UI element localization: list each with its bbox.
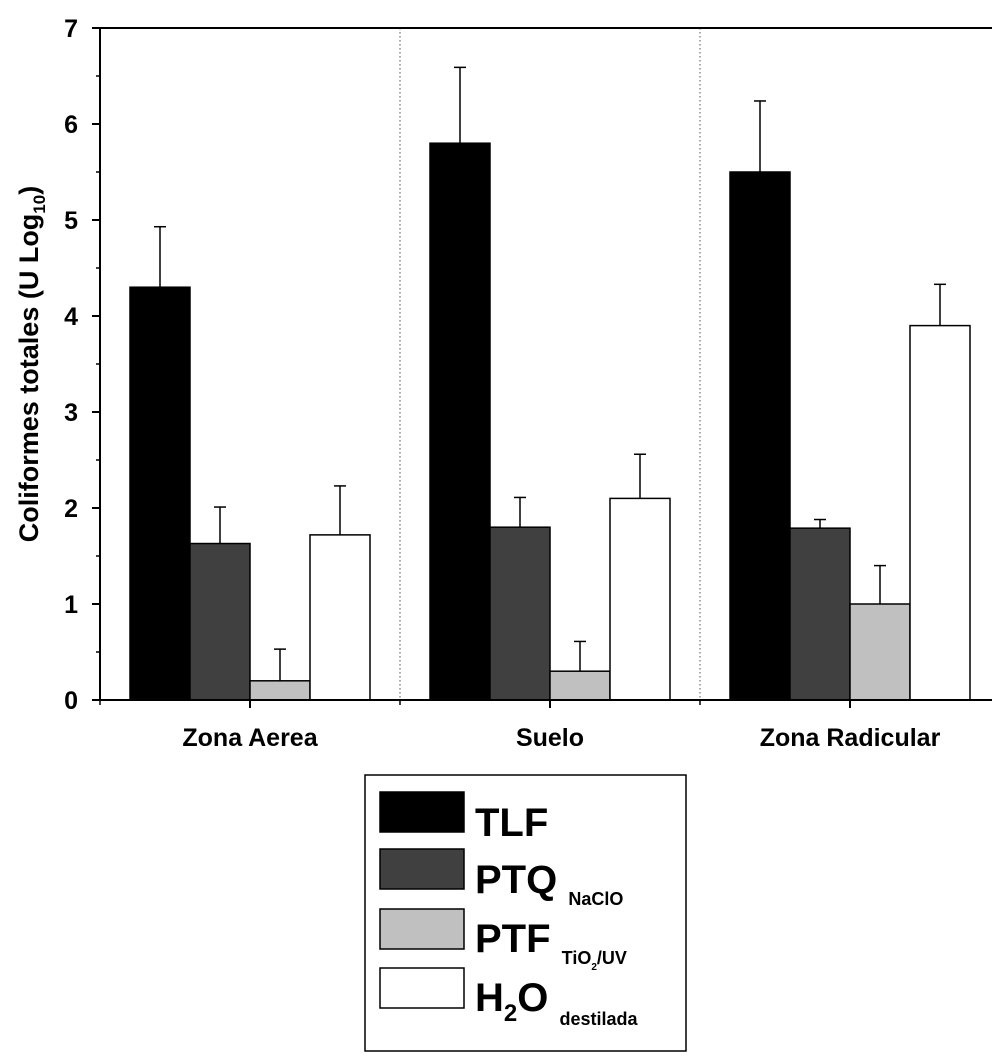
bar <box>429 142 491 701</box>
bar <box>489 526 551 701</box>
y-tick-label: 5 <box>64 207 78 235</box>
legend-label: PTF TiO2/UV <box>475 917 627 973</box>
y-tick-label: 2 <box>64 495 78 523</box>
y-axis-title: Coliformes totales (U Log10) <box>14 186 49 542</box>
legend-swatch <box>379 967 465 1009</box>
legend-swatch <box>379 848 465 890</box>
bar <box>789 527 851 701</box>
y-tick-label: 0 <box>64 687 78 715</box>
bar <box>909 324 971 701</box>
bar <box>609 497 671 701</box>
bar <box>189 542 251 701</box>
bar <box>309 534 371 701</box>
x-tick-label: Zona Aerea <box>182 724 318 752</box>
legend-swatch <box>379 908 465 950</box>
bar <box>549 670 611 701</box>
legend-label: PTQ NaClO <box>475 858 623 909</box>
y-tick-label: 7 <box>64 15 78 43</box>
y-tick-label: 4 <box>64 303 78 331</box>
x-tick-label: Suelo <box>516 724 584 752</box>
bar <box>129 286 191 701</box>
legend-label: H2O destilada <box>475 976 639 1029</box>
bar <box>249 680 311 701</box>
y-tick-label: 1 <box>64 591 78 619</box>
y-tick-label: 6 <box>64 111 78 139</box>
legend-swatch <box>379 791 465 833</box>
legend-label: TLF <box>475 801 548 845</box>
y-tick-label: 3 <box>64 399 78 427</box>
bar <box>849 603 911 701</box>
bar <box>729 171 791 701</box>
x-tick-label: Zona Radicular <box>760 724 941 752</box>
plot-area: 0 1 2 3 4 5 6 7 Zona Aerea Suelo Zona Radicular Col… <box>14 15 992 752</box>
